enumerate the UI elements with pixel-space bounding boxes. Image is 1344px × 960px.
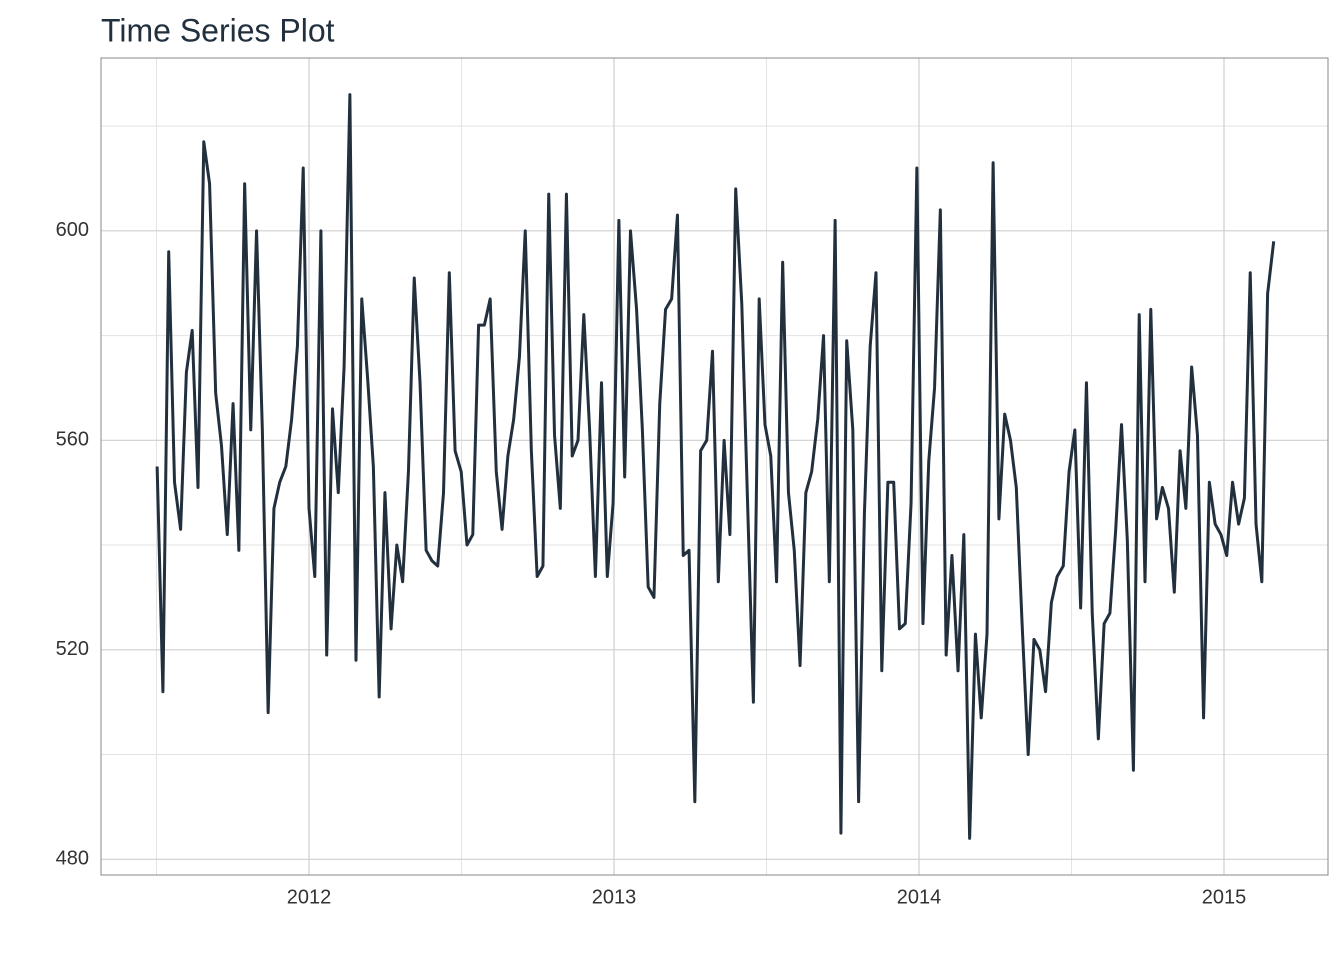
x-tick-label: 2014 — [897, 886, 942, 908]
y-tick-label: 600 — [56, 219, 89, 241]
y-tick-label: 520 — [56, 638, 89, 660]
series-line — [155, 93, 1276, 840]
x-tick-label: 2012 — [287, 886, 332, 908]
chart-title: Time Series Plot — [101, 12, 335, 48]
x-tick-label: 2013 — [592, 886, 637, 908]
y-tick-label: 480 — [56, 848, 89, 870]
y-tick-label: 560 — [56, 429, 89, 451]
plot-border — [100, 57, 1329, 876]
x-tick-label: 2015 — [1202, 886, 1247, 908]
